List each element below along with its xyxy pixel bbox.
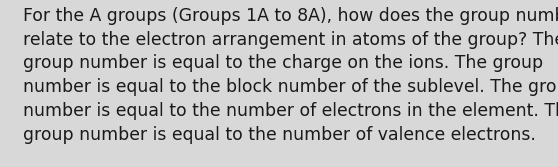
Text: For the A groups (Groups 1A to 8A), how does the group number
relate to the elec: For the A groups (Groups 1A to 8A), how …: [23, 7, 558, 144]
